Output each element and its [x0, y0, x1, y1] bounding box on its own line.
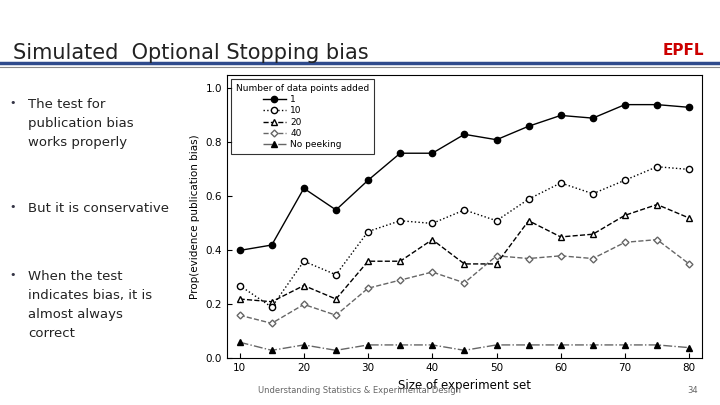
Text: •: • — [9, 270, 17, 280]
Text: 34: 34 — [688, 386, 698, 395]
Text: Simulated  Optional Stopping bias: Simulated Optional Stopping bias — [13, 43, 369, 62]
Text: EPFL: EPFL — [662, 43, 704, 58]
Text: The test for
publication bias
works properly: The test for publication bias works prop… — [28, 98, 134, 149]
Text: Understanding Statistics & Experimental Design: Understanding Statistics & Experimental … — [258, 386, 462, 395]
X-axis label: Size of experiment set: Size of experiment set — [398, 379, 531, 392]
Text: •: • — [9, 202, 17, 212]
Legend: 1, 10, 20, 40, No peeking: 1, 10, 20, 40, No peeking — [231, 79, 374, 154]
Text: •: • — [9, 98, 17, 109]
Text: When the test
indicates bias, it is
almost always
correct: When the test indicates bias, it is almo… — [28, 270, 152, 340]
Y-axis label: Prop(evidence publication bias): Prop(evidence publication bias) — [190, 134, 200, 299]
Text: But it is conservative: But it is conservative — [28, 202, 169, 215]
